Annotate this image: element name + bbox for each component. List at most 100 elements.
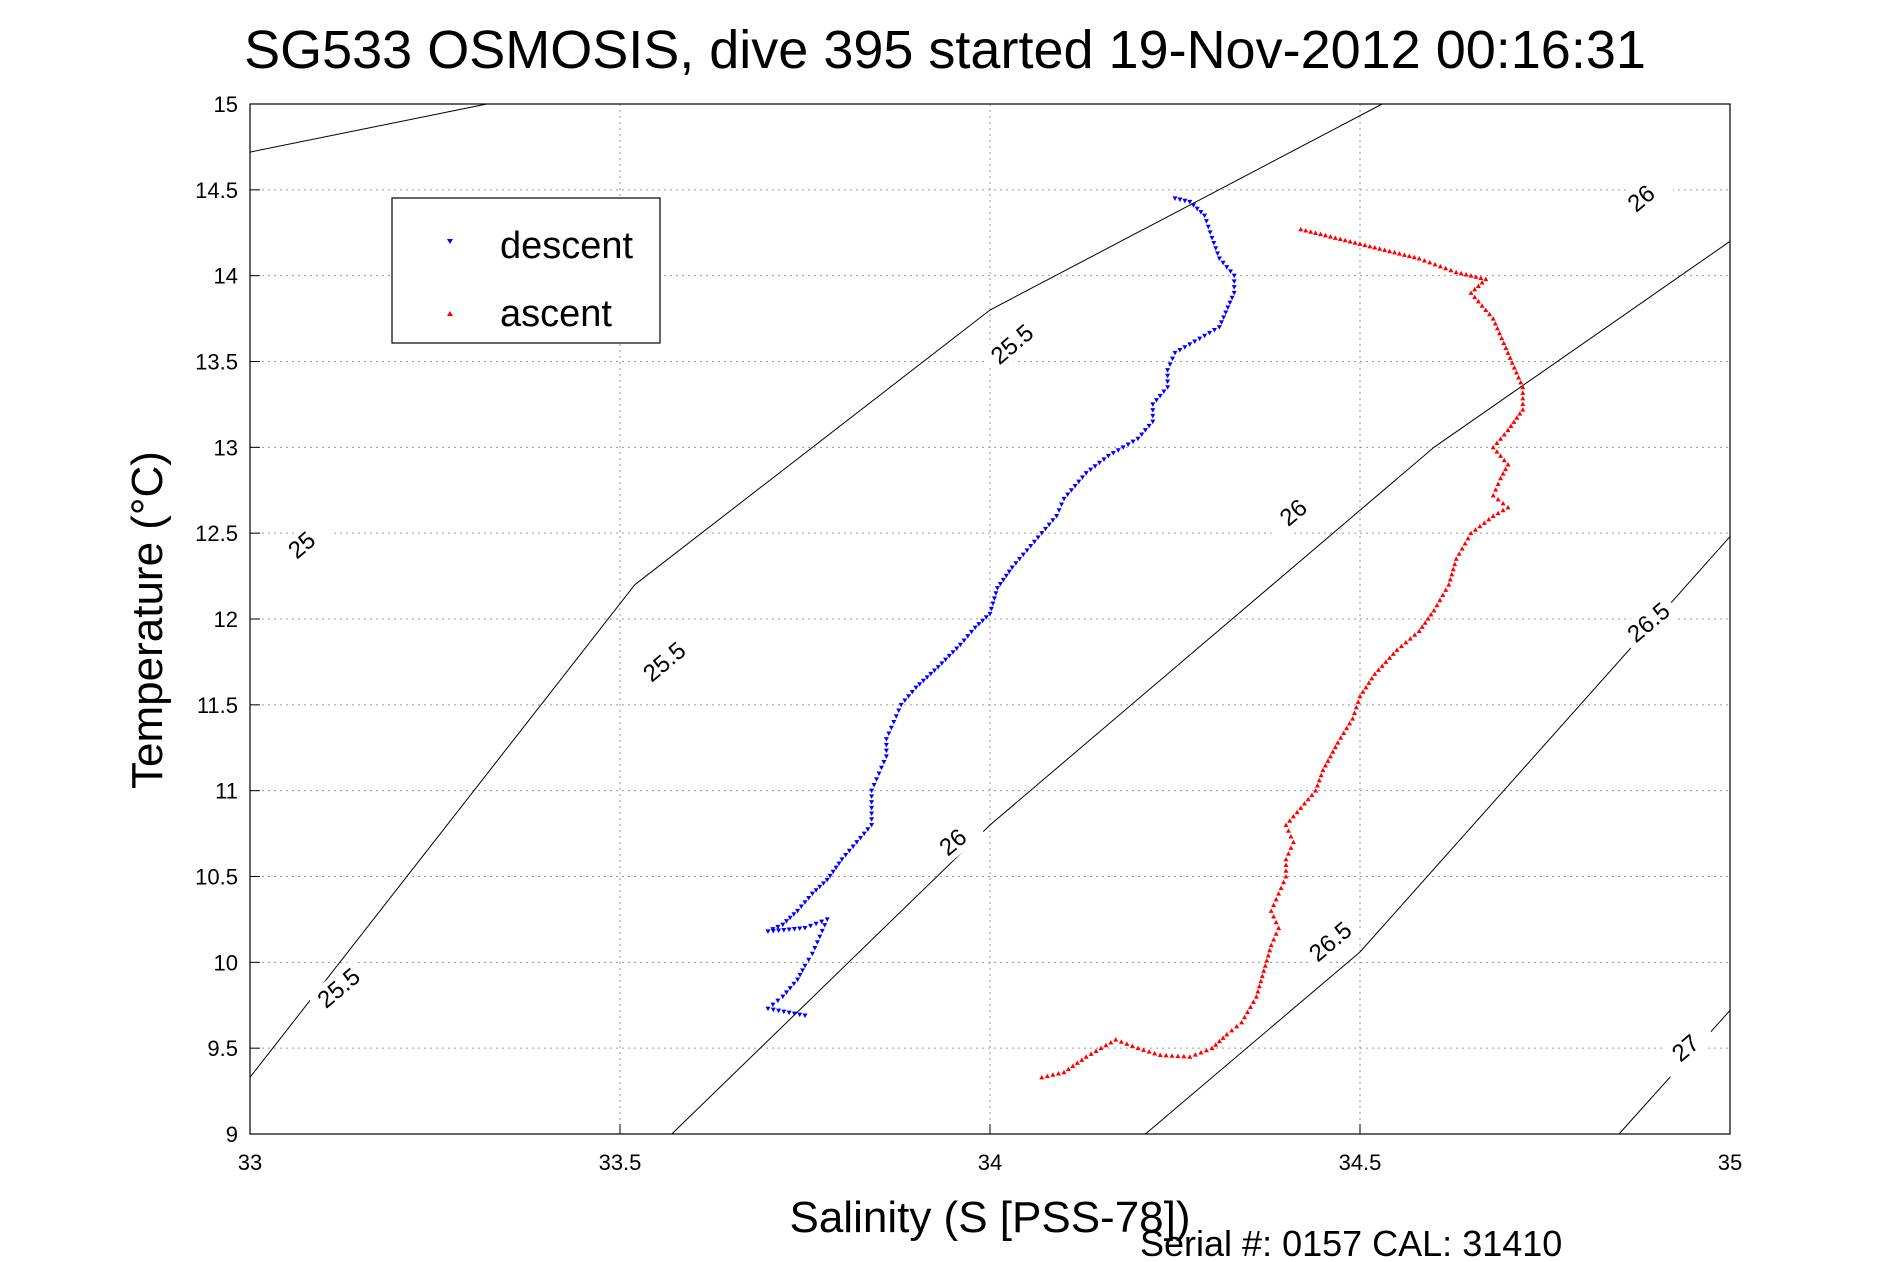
grid-lines bbox=[250, 104, 1730, 1134]
descent-point-206 bbox=[802, 1013, 808, 1019]
ascent-point-93 bbox=[1335, 740, 1341, 745]
ascent-point-143 bbox=[1490, 513, 1496, 518]
ascent-point-114 bbox=[1398, 643, 1404, 649]
ascent-point-176 bbox=[1511, 365, 1517, 370]
descent-point-112 bbox=[932, 668, 937, 673]
descent-point-157 bbox=[817, 884, 823, 890]
ascent-point-27 bbox=[1181, 1053, 1187, 1059]
ascent-point-179 bbox=[1505, 350, 1511, 355]
descent-point-25 bbox=[1225, 305, 1231, 311]
ascent-point-62 bbox=[1273, 896, 1279, 902]
descent-point-96 bbox=[988, 606, 994, 612]
descent-point-179 bbox=[813, 921, 819, 927]
ascent-point-195 bbox=[1479, 280, 1485, 285]
ascent-point-188 bbox=[1483, 307, 1489, 312]
ascent-point-104 bbox=[1363, 684, 1369, 690]
descent-point-143 bbox=[865, 827, 871, 832]
descent-point-135 bbox=[871, 782, 877, 788]
ascent-point-136 bbox=[1462, 540, 1468, 546]
descent-point-117 bbox=[913, 685, 919, 691]
ascent-point-63 bbox=[1276, 891, 1282, 896]
y-tick-label-12: 15 bbox=[214, 92, 238, 117]
descent-point-11 bbox=[1209, 235, 1215, 241]
descent-point-131 bbox=[881, 760, 887, 765]
legend-marker-ascent bbox=[447, 311, 453, 316]
descent-point-98 bbox=[983, 615, 989, 620]
ascent-point-145 bbox=[1500, 507, 1506, 513]
ascent-point-67 bbox=[1283, 868, 1289, 873]
ascent-point-90 bbox=[1327, 753, 1333, 759]
descent-point-122 bbox=[896, 708, 902, 714]
ascent-point-127 bbox=[1443, 587, 1449, 592]
ascent-point-163 bbox=[1505, 427, 1511, 433]
descent-point-39 bbox=[1170, 356, 1176, 362]
ascent-point-38 bbox=[1234, 1023, 1240, 1029]
ascent-point-118 bbox=[1416, 628, 1422, 634]
ascent-point-97 bbox=[1347, 720, 1353, 726]
ascent-point-3 bbox=[1055, 1070, 1061, 1076]
ascent-point-52 bbox=[1265, 952, 1271, 958]
ascent-point-16 bbox=[1118, 1039, 1124, 1044]
contour-label-bg-7 bbox=[1298, 911, 1363, 972]
series-descent bbox=[765, 196, 1237, 1019]
ascent-point-26 bbox=[1175, 1053, 1181, 1059]
ascent-point-121 bbox=[1425, 616, 1431, 621]
descent-point-184 bbox=[817, 934, 823, 940]
descent-point-115 bbox=[920, 678, 926, 684]
ascent-point-0 bbox=[1039, 1074, 1045, 1080]
ascent-point-12 bbox=[1098, 1045, 1104, 1051]
descent-point-171 bbox=[770, 928, 776, 934]
descent-point-49 bbox=[1150, 408, 1156, 413]
descent-point-69 bbox=[1072, 483, 1078, 489]
contour-label-bg-1 bbox=[306, 958, 371, 1019]
descent-point-139 bbox=[869, 805, 875, 811]
descent-point-137 bbox=[869, 794, 875, 799]
descent-point-160 bbox=[806, 895, 812, 901]
ascent-point-209 bbox=[1416, 256, 1422, 261]
ascent-point-160 bbox=[1494, 440, 1500, 446]
descent-point-86 bbox=[1013, 561, 1019, 566]
ascent-point-173 bbox=[1518, 379, 1524, 385]
ascent-point-91 bbox=[1330, 749, 1336, 754]
ascent-point-98 bbox=[1350, 716, 1356, 721]
ascent-point-169 bbox=[1520, 401, 1526, 406]
descent-point-166 bbox=[784, 919, 789, 924]
ascent-point-159 bbox=[1490, 444, 1496, 450]
ascent-point-124 bbox=[1434, 602, 1440, 608]
descent-point-100 bbox=[976, 622, 982, 627]
descent-point-181 bbox=[824, 917, 830, 922]
descent-point-144 bbox=[861, 831, 867, 837]
descent-point-106 bbox=[954, 646, 960, 651]
ascent-point-65 bbox=[1281, 879, 1287, 885]
descent-point-9 bbox=[1205, 224, 1211, 230]
ascent-point-211 bbox=[1406, 253, 1412, 259]
descent-point-132 bbox=[878, 765, 884, 771]
descent-point-151 bbox=[836, 861, 842, 866]
ascent-point-230 bbox=[1313, 230, 1319, 235]
descent-point-6 bbox=[1198, 210, 1204, 215]
descent-point-142 bbox=[869, 823, 875, 828]
y-tick-label-2: 10 bbox=[214, 950, 238, 975]
descent-point-71 bbox=[1065, 492, 1071, 498]
ascent-point-4 bbox=[1061, 1069, 1067, 1075]
contour-label-bg-2 bbox=[632, 631, 697, 692]
descent-point-116 bbox=[917, 682, 923, 687]
ascent-point-15 bbox=[1113, 1037, 1119, 1042]
ascent-point-164 bbox=[1508, 423, 1514, 429]
ascent-point-219 bbox=[1367, 243, 1373, 249]
descent-point-35 bbox=[1187, 342, 1193, 347]
descent-point-20 bbox=[1231, 279, 1237, 284]
ascent-point-153 bbox=[1500, 471, 1506, 476]
descent-point-8 bbox=[1203, 219, 1209, 224]
descent-point-31 bbox=[1207, 330, 1213, 336]
contour-label-bg-3 bbox=[980, 314, 1045, 375]
ascent-point-226 bbox=[1332, 235, 1338, 240]
ascent-point-53 bbox=[1267, 947, 1273, 953]
descent-point-194 bbox=[787, 986, 793, 991]
ascent-point-108 bbox=[1376, 667, 1381, 672]
chart-title: SG533 OSMOSIS, dive 395 started 19-Nov-2… bbox=[244, 20, 1646, 80]
ascent-point-8 bbox=[1079, 1057, 1085, 1062]
descent-point-91 bbox=[997, 581, 1003, 587]
ascent-point-207 bbox=[1427, 259, 1433, 265]
ascent-point-103 bbox=[1360, 689, 1366, 694]
